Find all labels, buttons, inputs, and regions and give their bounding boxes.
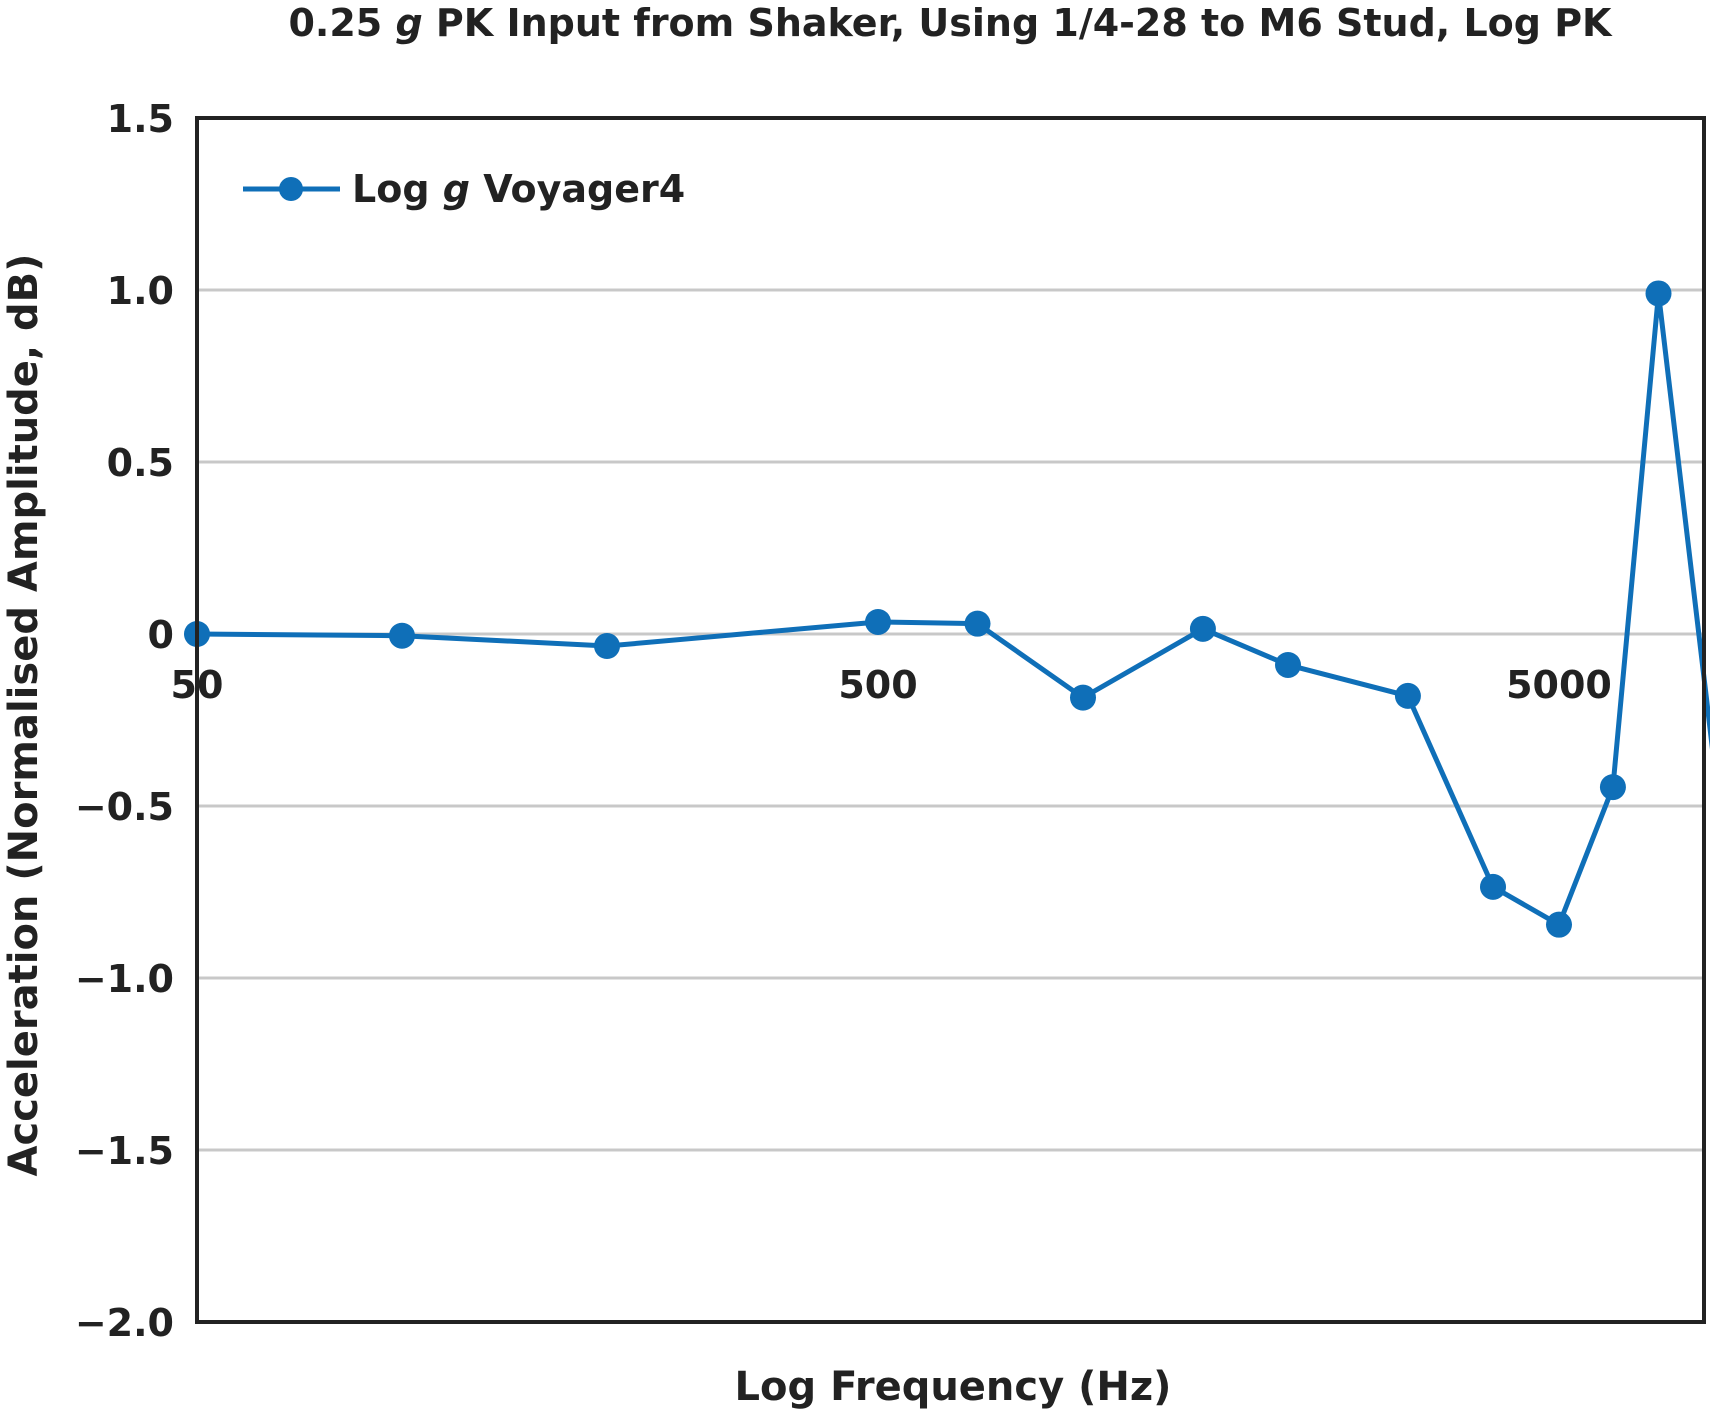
data-point <box>594 633 621 660</box>
x-tick-label: 50 <box>171 663 224 707</box>
y-tick-label: 0 <box>148 613 174 657</box>
data-point <box>1480 873 1507 900</box>
data-point <box>1070 684 1097 711</box>
data-point <box>389 622 416 649</box>
series-layer <box>184 280 1710 938</box>
y-tick-label: 0.5 <box>107 441 174 485</box>
x-tick-label: 5000 <box>1506 663 1612 707</box>
y-tick-label: 1.0 <box>107 269 174 313</box>
y-tick-label: −1.5 <box>75 1129 174 1173</box>
legend-marker-swatch <box>279 177 303 201</box>
y-tick-label: −1.0 <box>75 957 174 1001</box>
grid-lines <box>197 288 1704 1152</box>
y-tick-label: −0.5 <box>75 785 174 829</box>
data-point <box>1275 651 1302 678</box>
legend: Log g Voyager4 <box>243 167 685 211</box>
data-point <box>1189 615 1216 642</box>
series-line <box>196 290 1710 928</box>
data-point <box>1645 280 1672 307</box>
plot-frame <box>195 116 1706 1324</box>
tick-labels: 1.5 1.0 0.5 0 −0.5 −1.0 −1.5 −2.0 50 500 5000 <box>75 97 1612 1345</box>
legend-entry: Log g Voyager4 <box>352 167 685 211</box>
data-point <box>1394 682 1421 709</box>
plot-border <box>195 116 1706 1324</box>
chart-title: 0.25 g PK Input from Shaker, Using 1/4-2… <box>288 1 1613 45</box>
data-point <box>1546 911 1572 938</box>
y-axis-title: Acceleration (Normalised Amplitude, dB) <box>1 254 47 1177</box>
data-point <box>865 608 891 635</box>
y-tick-label: −2.0 <box>75 1301 174 1345</box>
x-tick-label: 500 <box>838 663 917 707</box>
data-point <box>964 610 991 637</box>
x-axis-title: Log Frequency (Hz) <box>735 1364 1172 1410</box>
y-tick-label: 1.5 <box>107 97 174 141</box>
data-point <box>1599 774 1626 801</box>
